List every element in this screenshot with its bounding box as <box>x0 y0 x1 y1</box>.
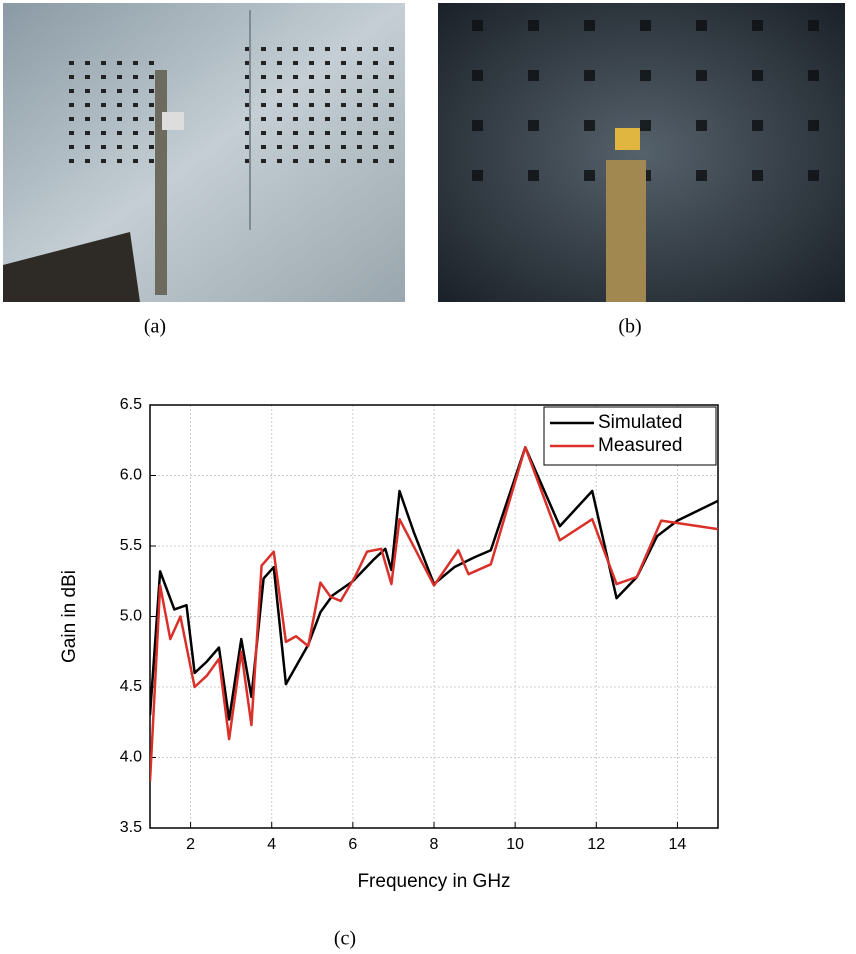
series-line <box>150 446 718 782</box>
x-tick-label: 12 <box>587 836 605 853</box>
plot-frame <box>149 404 719 829</box>
series-line <box>150 446 718 721</box>
y-tick-label: 4.0 <box>120 749 142 766</box>
legend-box <box>543 406 717 466</box>
legend-label: Measured <box>598 435 683 456</box>
y-tick-label: 5.0 <box>120 608 142 625</box>
chart: 3.5 4.0 4.5 5.0 5.5 6.0 6.5 2 4 6 8 10 12 14 Frequency… <box>59 396 719 892</box>
x-tick-label: 4 <box>267 836 276 853</box>
y-tick-label: 3.5 <box>120 819 142 836</box>
x-tick-label: 10 <box>506 836 524 853</box>
y-tick-label: 6.0 <box>120 467 142 484</box>
caption: (a) <box>144 316 166 338</box>
x-tick-label: 6 <box>348 836 357 853</box>
caption: (c) <box>334 928 356 950</box>
x-tick-label: 14 <box>669 836 687 853</box>
y-tick-label: 4.5 <box>120 678 142 695</box>
y-tick-label: 6.5 <box>120 396 142 413</box>
y-tick-label: 5.5 <box>120 537 142 554</box>
x-tick-label: 8 <box>430 836 439 853</box>
caption: (b) <box>618 316 641 338</box>
photo-b <box>438 3 845 302</box>
y-axis-label: Gain in dBi <box>59 570 80 663</box>
photo-a <box>3 3 405 302</box>
x-tick-label: 2 <box>186 836 195 853</box>
x-axis-label: Frequency in GHz <box>357 871 510 892</box>
legend-label: Simulated <box>598 412 683 433</box>
